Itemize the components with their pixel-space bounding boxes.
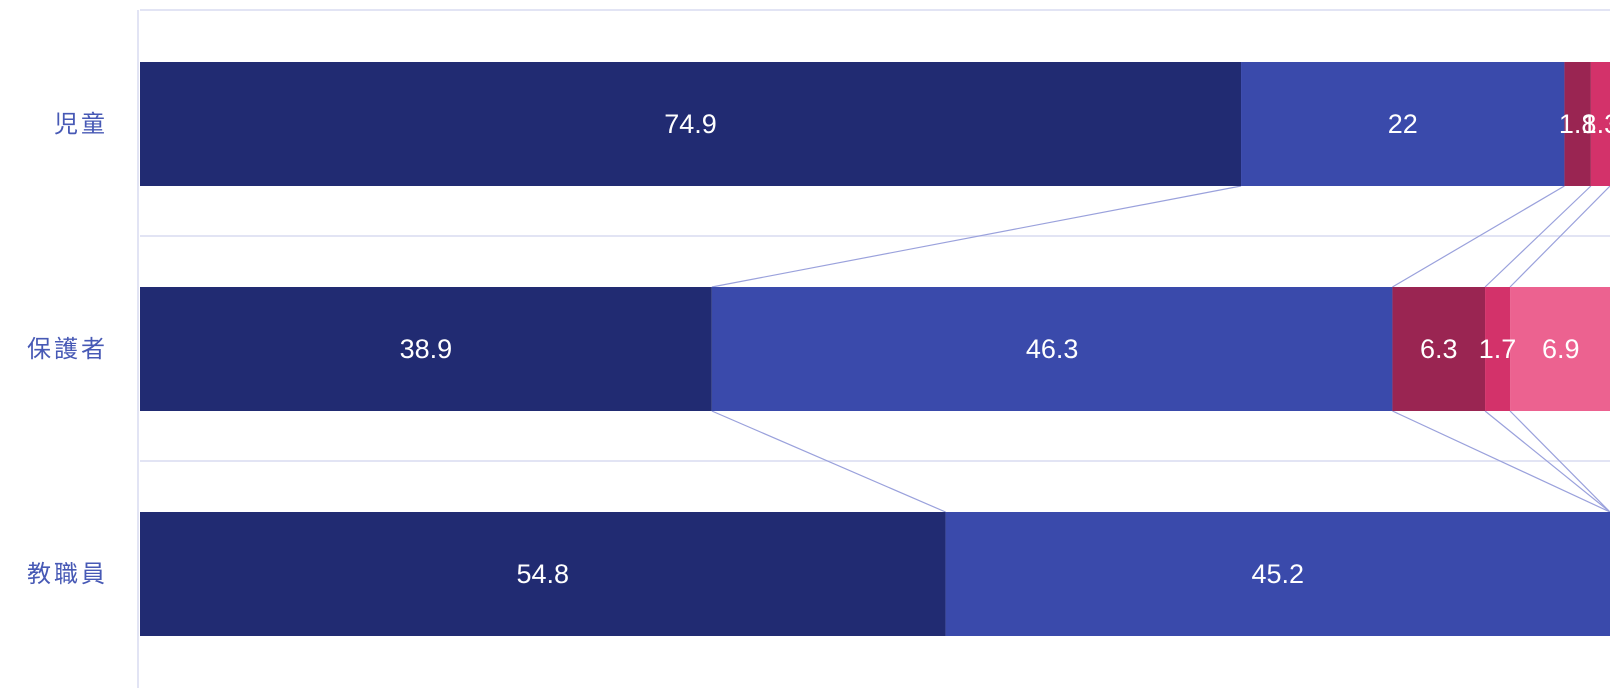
bar-segment	[1590, 62, 1610, 186]
bar-segment	[140, 62, 1242, 186]
category-label: 児童	[54, 110, 108, 138]
data-label: 46.3	[1026, 334, 1079, 364]
bars	[140, 62, 1610, 636]
grid-lines	[137, 9, 1610, 688]
connector-line	[1392, 185, 1565, 288]
connector-line	[711, 185, 1242, 288]
connector-line	[1509, 410, 1610, 513]
connector-line	[711, 410, 946, 513]
bar-segment	[1392, 287, 1486, 411]
bar-segment	[1485, 287, 1511, 411]
connector-lines	[711, 185, 1610, 513]
data-label: 6.3	[1420, 334, 1458, 364]
category-label: 保護者	[27, 335, 108, 363]
data-label: 1.3	[1582, 109, 1610, 139]
connector-line	[1484, 410, 1610, 513]
data-label: 45.2	[1251, 559, 1304, 589]
bar-segment	[140, 287, 712, 411]
data-label: 1.8	[1559, 109, 1597, 139]
data-labels: 74.9 22 1.81.3 38.9 46.3 6.3 1.7 6.9 54.8 45.2	[400, 109, 1610, 589]
connector-line	[1509, 185, 1610, 288]
bar-segment	[1564, 62, 1591, 186]
bar-segment	[1241, 62, 1565, 186]
data-label: 38.9	[400, 334, 453, 364]
category-label: 教職員	[27, 560, 108, 588]
data-label: 54.8	[516, 559, 569, 589]
bar-segment	[140, 512, 946, 636]
data-label: 22	[1388, 109, 1418, 139]
bar-segment	[945, 512, 1610, 636]
data-label: 6.9	[1542, 334, 1580, 364]
bar-segment	[1510, 287, 1610, 411]
data-label: 74.9	[664, 109, 717, 139]
data-label: 1.7	[1479, 334, 1517, 364]
bar-segment	[711, 287, 1393, 411]
connector-line	[1392, 410, 1610, 513]
connector-line	[1484, 185, 1592, 288]
